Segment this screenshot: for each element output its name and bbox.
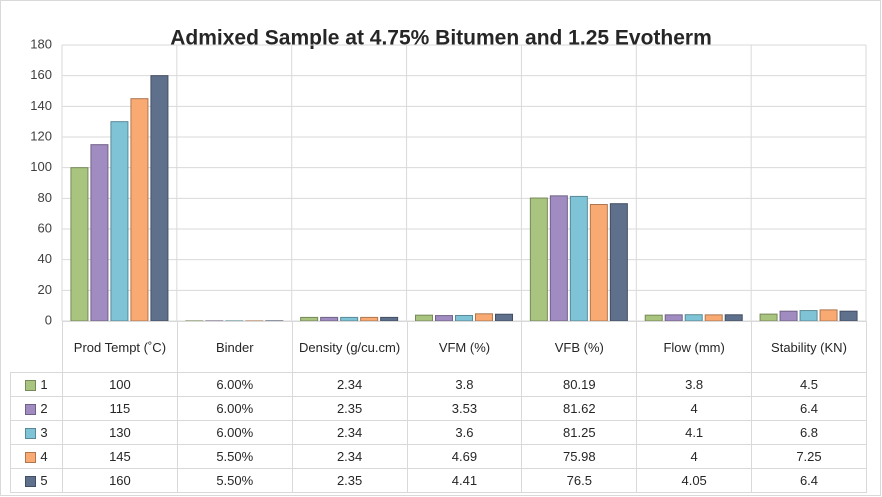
value-label: 4 xyxy=(636,444,753,469)
bar xyxy=(609,203,628,322)
category-label: Prod Tempt (˚C) xyxy=(62,321,178,373)
value-label: 4.1 xyxy=(636,420,753,445)
value-label: 4.69 xyxy=(406,444,523,469)
legend-swatch xyxy=(25,428,37,440)
category-label: Flow (mm) xyxy=(636,321,753,373)
series-row: 1 100 6.00% 2.34 3.8 80.19 3.8 4.5 xyxy=(10,372,867,397)
value-label: 2.34 xyxy=(291,372,408,397)
value-label: 5.50% xyxy=(176,444,293,469)
legend-cell: 1 xyxy=(10,372,63,397)
value-label: 6.4 xyxy=(751,468,867,493)
legend-label: 2 xyxy=(40,401,48,416)
value-label: 76.5 xyxy=(521,468,638,493)
bar xyxy=(589,203,608,322)
category-label: VFB (%) xyxy=(521,321,638,373)
chart-title: Admixed Sample at 4.75% Bitumen and 1.25… xyxy=(170,27,712,50)
category-label: VFM (%) xyxy=(406,321,523,373)
value-label: 2.35 xyxy=(291,396,408,421)
bar xyxy=(549,195,568,322)
value-label: 3.53 xyxy=(406,396,523,421)
value-label: 81.25 xyxy=(521,420,638,445)
bar xyxy=(130,98,149,322)
bar xyxy=(300,316,319,322)
category-label: Density (g/cu.cm) xyxy=(291,321,408,373)
legend-cell: 5 xyxy=(10,468,63,493)
bar xyxy=(779,310,798,322)
data-table: Prod Tempt (˚C) Binder Density (g/cu.cm) VF… xyxy=(10,321,867,493)
bar xyxy=(360,316,379,322)
legend-cell: 2 xyxy=(10,396,63,421)
bar xyxy=(799,310,818,322)
value-label: 130 xyxy=(62,420,178,445)
value-label: 3.8 xyxy=(406,372,523,397)
value-label: 80.19 xyxy=(521,372,638,397)
bar xyxy=(759,313,778,322)
value-label: 4 xyxy=(636,396,753,421)
value-label: 81.62 xyxy=(521,396,638,421)
value-label: 115 xyxy=(62,396,178,421)
legend-swatch xyxy=(25,476,37,488)
value-label: 6.00% xyxy=(176,420,293,445)
value-label: 4.05 xyxy=(636,468,753,493)
legend-cell: 3 xyxy=(10,420,63,445)
header-row: Prod Tempt (˚C) Binder Density (g/cu.cm) VF… xyxy=(10,321,867,373)
series-row: 5 160 5.50% 2.35 4.41 76.5 4.05 6.4 xyxy=(10,468,867,493)
y-tick-label: 0 xyxy=(45,312,52,327)
value-label: 5.50% xyxy=(176,468,293,493)
value-label: 7.25 xyxy=(751,444,867,469)
bar xyxy=(340,316,359,322)
y-tick-label: 180 xyxy=(30,36,52,51)
value-label: 4.41 xyxy=(406,468,523,493)
value-label: 6.4 xyxy=(751,396,867,421)
y-tick-label: 120 xyxy=(30,128,52,143)
value-label: 145 xyxy=(62,444,178,469)
y-tick-label: 160 xyxy=(30,67,52,82)
bar xyxy=(475,313,493,322)
y-tick-label: 100 xyxy=(30,159,52,174)
value-label: 2.35 xyxy=(291,468,408,493)
bar xyxy=(90,144,109,322)
value-label: 6.00% xyxy=(176,372,293,397)
legend-label: 5 xyxy=(40,473,48,488)
legend-label: 4 xyxy=(40,449,48,464)
legend-label: 1 xyxy=(40,377,48,392)
value-label: 2.34 xyxy=(291,420,408,445)
legend-swatch xyxy=(25,404,37,416)
value-label: 100 xyxy=(62,372,178,397)
series-row: 4 145 5.50% 2.34 4.69 75.98 4 7.25 xyxy=(10,444,867,469)
legend-swatch xyxy=(25,380,37,392)
value-label: 75.98 xyxy=(521,444,638,469)
y-tick-label: 20 xyxy=(38,282,52,297)
corner-cell xyxy=(10,321,63,373)
bar xyxy=(819,309,838,322)
value-label: 6.00% xyxy=(176,396,293,421)
value-label: 3.8 xyxy=(636,372,753,397)
bar xyxy=(150,75,169,322)
bar xyxy=(569,195,588,322)
series-row: 3 130 6.00% 2.34 3.6 81.25 4.1 6.8 xyxy=(10,420,867,445)
legend-cell: 4 xyxy=(10,444,63,469)
y-tick-label: 80 xyxy=(38,190,52,205)
bar xyxy=(839,310,858,322)
bar xyxy=(70,167,89,322)
legend-label: 3 xyxy=(40,425,48,440)
value-label: 6.8 xyxy=(751,420,867,445)
value-label: 2.34 xyxy=(291,444,408,469)
bar xyxy=(495,313,513,322)
category-label: Binder xyxy=(176,321,293,373)
bar xyxy=(110,121,129,322)
legend-swatch xyxy=(25,452,37,464)
y-tick-label: 60 xyxy=(38,220,52,235)
category-label: Stability (KN) xyxy=(751,321,867,373)
value-label: 160 xyxy=(62,468,178,493)
y-tick-label: 140 xyxy=(30,98,52,113)
y-tick-label: 40 xyxy=(38,251,52,266)
series-row: 2 115 6.00% 2.35 3.53 81.62 4 6.4 xyxy=(10,396,867,421)
value-label: 3.6 xyxy=(406,420,523,445)
value-label: 4.5 xyxy=(751,372,867,397)
bar xyxy=(529,197,548,322)
